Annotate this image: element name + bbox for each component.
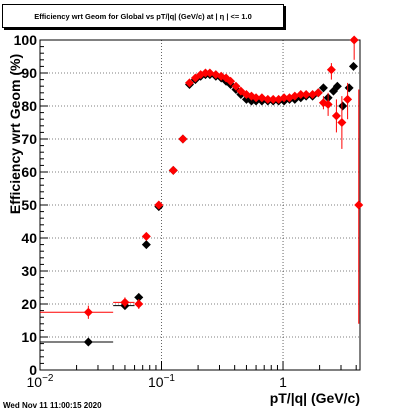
data-point [141,231,151,241]
x-tick-label: 1 [279,374,287,390]
data-point [354,200,364,210]
data-point [120,297,130,307]
chart-title: Efficiency wrt Geom for Global vs pT/|q|… [34,12,252,21]
data-point [318,83,328,93]
data-point [313,88,323,98]
axes: 0 10 20 30 40 50 60 70 80 90 100 10−2 10−1 1 [14,32,361,390]
data-point [326,65,336,75]
data-point [343,94,353,104]
x-tick-label: 10−1 [148,373,175,390]
data-point [296,89,306,99]
y-tick-label: 90 [21,65,37,81]
y-tick-label: 80 [21,98,37,114]
data-points [40,35,364,347]
y-tick-label: 100 [14,32,38,48]
y-tick-label: 10 [21,329,37,345]
grid-lines [40,40,360,370]
y-tick-label: 20 [21,296,37,312]
data-point [154,200,164,210]
y-tick-label: 40 [21,230,37,246]
data-point [226,76,236,86]
data-point [141,240,151,250]
data-point [231,81,241,91]
x-tick-label: 10−2 [27,373,54,390]
data-point [251,93,261,103]
timestamp-footer: Wed Nov 11 11:00:15 2020 [3,401,102,410]
data-point [178,134,188,144]
data-point [263,94,273,104]
data-point [134,299,144,309]
data-point [301,89,311,99]
data-point [323,99,333,109]
data-point [344,83,354,93]
y-tick-label: 30 [21,263,37,279]
data-point [279,93,289,103]
y-tick-label: 0 [29,362,37,378]
series-2 [40,35,364,324]
data-point [331,111,341,121]
data-point [185,78,195,88]
data-point [134,292,144,302]
data-point [348,61,358,71]
data-point [83,307,93,317]
y-tick-label: 60 [21,164,37,180]
y-axis-label: Efficiency wrt Geom (%) [7,54,23,214]
x-axis-label: pT/|q| (GeV/c) [270,390,360,406]
data-point [168,165,178,175]
y-tick-label: 50 [21,197,37,213]
data-point [349,35,359,45]
data-point [332,81,342,91]
data-point [268,94,278,104]
data-point [83,337,93,347]
data-point [338,101,348,111]
data-point [337,118,347,127]
y-tick-label: 70 [21,131,37,147]
chart-title-box: Efficiency wrt Geom for Global vs pT/|q|… [2,4,284,28]
